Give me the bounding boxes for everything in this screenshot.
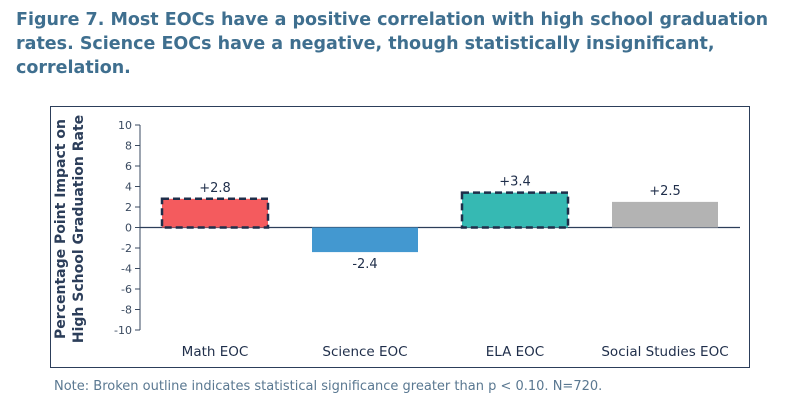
- bar-social-studies-eoc: [612, 201, 718, 228]
- y-tick-label: 6: [125, 160, 132, 173]
- bar-ela-eoc: [460, 191, 570, 229]
- chart-title-line-1: Figure 7. Most EOCs have a positive corr…: [16, 10, 769, 30]
- chart-note: Note: Broken outline indicates statistic…: [54, 379, 603, 394]
- x-category-label: ELA EOC: [486, 344, 544, 360]
- x-category-label: Social Studies EOC: [601, 344, 728, 360]
- y-tick-label: -6: [121, 283, 132, 296]
- x-category-label: Science EOC: [322, 344, 407, 360]
- y-tick-label: -4: [121, 263, 132, 276]
- y-tick-label: 0: [125, 222, 132, 235]
- y-tick-label: -8: [121, 304, 132, 317]
- chart-title-line-2: rates. Science EOCs have a negative, tho…: [16, 34, 715, 54]
- data-label: -2.4: [352, 257, 377, 272]
- y-tick-label: 4: [125, 181, 132, 194]
- chart-title-line-3: correlation.: [16, 58, 131, 78]
- x-category-label: Math EOC: [182, 344, 249, 360]
- data-label: +2.8: [199, 181, 231, 196]
- chart-frame: [50, 106, 750, 368]
- chart-title: Figure 7. Most EOCs have a positive corr…: [16, 8, 776, 80]
- y-tick-label: 2: [125, 201, 132, 214]
- bar-math-eoc: [160, 197, 270, 229]
- data-label: +3.4: [499, 175, 531, 190]
- data-label: +2.5: [649, 184, 681, 199]
- y-tick-label: 10: [118, 119, 132, 132]
- y-tick-label: -2: [121, 242, 132, 255]
- bar-science-eoc: [312, 227, 418, 253]
- y-tick-label: 8: [125, 140, 132, 153]
- y-tick-label: -10: [114, 324, 132, 337]
